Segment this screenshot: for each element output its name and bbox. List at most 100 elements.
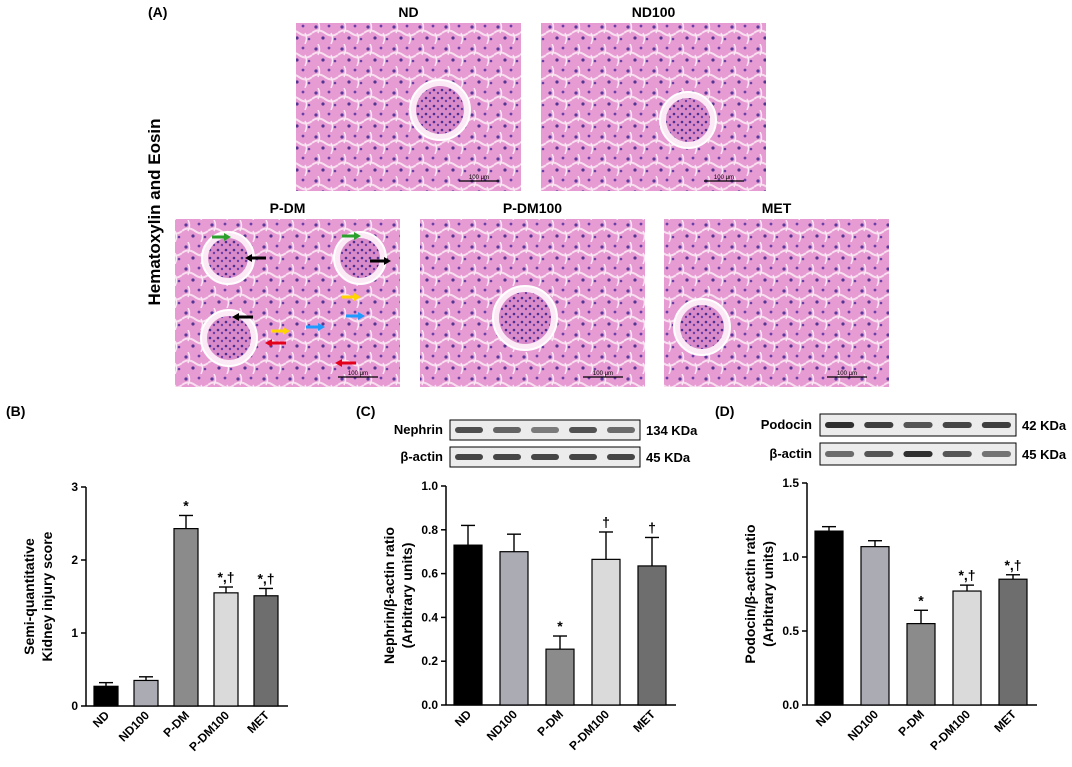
bar-met — [998, 578, 1028, 706]
y-tick-label: 3 — [71, 480, 78, 494]
bar-nd — [814, 530, 844, 706]
glomerulus — [680, 305, 724, 349]
blot-protein-label: β-actin — [400, 449, 443, 464]
bar-p-dm — [173, 528, 199, 707]
significance-marker: * — [557, 618, 563, 634]
blot-protein-label: Podocin — [761, 417, 812, 432]
y-tick-label: 1.0 — [421, 479, 438, 493]
glomerulus — [340, 238, 380, 278]
y-tick-label: 0.8 — [421, 523, 438, 537]
x-tick-label: P-DM — [161, 708, 193, 740]
micrograph-p-dm: P-DM 100 μm — [175, 200, 400, 387]
y-tick-label: 0.2 — [421, 654, 438, 668]
blot-band — [455, 427, 483, 433]
micrograph-p-dm100: P-DM100 100 μm — [420, 200, 645, 387]
western-blots: Nephrin 134 KDa β-actin 45 KDa Podocin 42 KDa… — [394, 413, 1067, 468]
significance-marker: † — [602, 514, 610, 530]
significance-marker: * — [183, 497, 189, 513]
chart-panel-d: 0.0 0.5 1.0 1.5 Podocin/β-actin ratio (Arbitr… — [742, 476, 1037, 753]
micrograph-label: P-DM100 — [503, 200, 562, 216]
micrograph-label: ND — [398, 4, 418, 20]
glomerulus — [416, 86, 464, 134]
scale-bar-label: 100 μm — [469, 175, 489, 181]
lesion-arrow-head — [265, 339, 272, 347]
tissue-image — [541, 23, 766, 191]
y-tick-label: 1.0 — [782, 550, 799, 564]
blot-size-label: 45 KDa — [646, 450, 691, 465]
glomerulus — [208, 238, 248, 278]
bar-met — [253, 595, 279, 707]
blot-band — [942, 422, 972, 428]
chart-panel-c: 0.0 0.2 0.4 0.6 0.8 1.0 Nephrin/β-actin ratio(… — [381, 479, 676, 753]
bar-nd100 — [133, 679, 159, 707]
micrograph-nd100: ND100 100 μm — [541, 4, 766, 191]
panel-label-b: (B) — [6, 403, 25, 419]
bar-charts: 0 1 2 3 Semi-quantitative Kidney injury score… — [21, 476, 1037, 754]
blot-band — [607, 427, 635, 433]
blot-band — [493, 427, 521, 433]
histology-micrographs: ND 100 μm ND100 100 μm P-DM 100 μm P-DM100 100 … — [175, 4, 889, 387]
significance-marker: † — [648, 519, 656, 535]
x-tick-label: P-DM — [896, 707, 928, 739]
panel-label-c: (C) — [356, 403, 375, 419]
bar-nd — [453, 544, 483, 706]
scale-bar-label: 100 μm — [837, 371, 857, 377]
bar-nd100 — [499, 551, 529, 706]
y-axis-label: (Arbitrary units) — [399, 543, 415, 649]
significance-marker: *,† — [217, 569, 234, 585]
blot-row-podocin: Podocin 42 KDa — [761, 413, 1067, 437]
blot-band — [607, 454, 635, 460]
significance-marker: *,† — [958, 567, 975, 583]
glomerulus — [666, 98, 710, 142]
glomerulus — [499, 292, 551, 344]
blot-band — [864, 422, 894, 428]
y-tick-label: 0.0 — [421, 698, 438, 712]
stain-label: Hematoxylin and Eosin — [145, 118, 164, 305]
panel-label-a: (A) — [148, 4, 167, 20]
x-tick-label: ND100 — [116, 708, 153, 745]
tissue-image — [296, 23, 521, 191]
blot-band — [569, 427, 597, 433]
lesion-arrow-head — [354, 232, 361, 240]
blot-band — [455, 454, 483, 460]
lesion-arrow-head — [224, 233, 231, 241]
significance-marker: * — [918, 592, 924, 608]
blot-band — [981, 451, 1011, 457]
chart-panel-b: 0 1 2 3 Semi-quantitative Kidney injury score… — [21, 480, 288, 754]
x-tick-label: ND — [813, 707, 835, 729]
blot-size-label: 134 KDa — [646, 423, 698, 438]
x-tick-label: MET — [244, 708, 272, 736]
scale-bar-label: 100 μm — [348, 371, 368, 377]
significance-marker: *,† — [257, 570, 274, 586]
x-tick-label: MET — [991, 707, 1019, 735]
lesion-arrow-head — [232, 313, 239, 321]
blot-band — [825, 422, 855, 428]
blot-protein-label: Nephrin — [394, 422, 443, 437]
scale-bar-label: 100 μm — [714, 175, 734, 181]
x-tick-label: P-DM100 — [186, 708, 232, 754]
blot-row-actin: β-actin 45 KDa — [400, 446, 691, 468]
y-axis-label: (Arbitrary units) — [760, 541, 776, 647]
blot-band — [531, 427, 559, 433]
lesion-arrow-head — [283, 327, 290, 335]
y-axis-label: Semi-quantitative — [21, 538, 37, 655]
micrograph-nd: ND 100 μm — [296, 4, 521, 191]
blot-band — [903, 451, 933, 457]
y-axis-label: Kidney injury score — [39, 531, 55, 661]
lesion-arrow-head — [358, 312, 365, 320]
blot-band — [569, 454, 597, 460]
x-tick-label: P-DM — [535, 707, 567, 739]
y-axis-label: Nephrin/β-actin ratio — [381, 527, 397, 664]
bar-p-dm — [906, 622, 936, 706]
blot-band — [493, 454, 521, 460]
y-tick-label: 0.6 — [421, 567, 438, 581]
lesion-arrow-head — [384, 257, 391, 265]
bar-p-dm100 — [952, 590, 982, 706]
blot-row-nephrin: Nephrin 134 KDa — [394, 419, 698, 441]
y-tick-label: 1 — [71, 626, 78, 640]
blot-band — [864, 451, 894, 457]
x-tick-label: ND100 — [484, 707, 521, 744]
blot-band — [531, 454, 559, 460]
blot-band — [981, 422, 1011, 428]
blot-band — [825, 451, 855, 457]
